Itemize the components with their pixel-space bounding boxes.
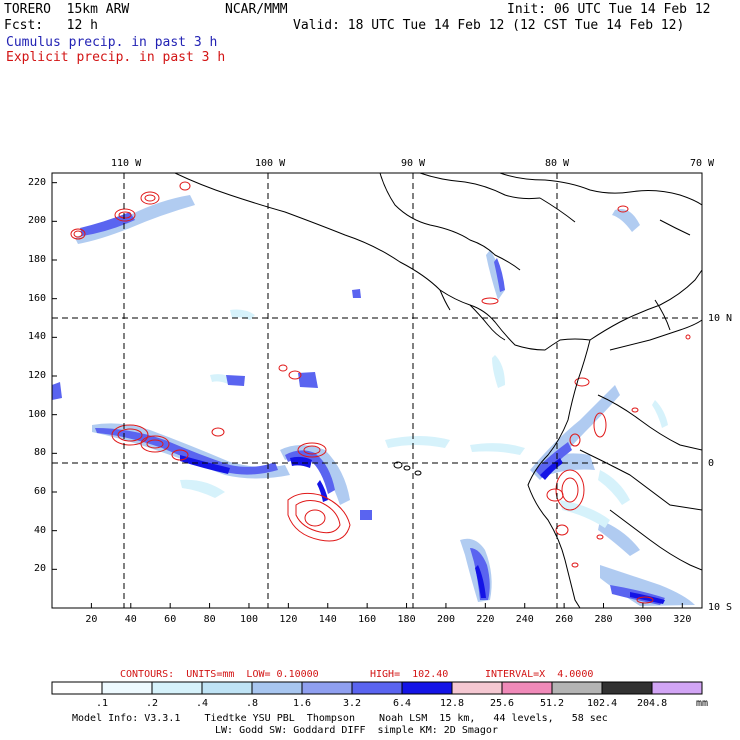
colorbar-level-label: 102.4 xyxy=(587,698,618,709)
y-tick-label: 60 xyxy=(34,486,47,497)
y-tick-label: 180 xyxy=(28,254,47,265)
contour-high: HIGH= 102.40 xyxy=(370,669,449,680)
colorbar-level-label: 12.8 xyxy=(440,698,465,709)
lon-label-90w: 90 W xyxy=(401,158,426,169)
x-tick-label: 220 xyxy=(476,614,495,625)
lon-label-100w: 100 W xyxy=(255,158,286,169)
colorbar-level-label: .1 xyxy=(96,698,109,709)
y-tick-label: 100 xyxy=(28,408,47,420)
x-tick-label: 160 xyxy=(358,614,377,625)
colorbar-swatch xyxy=(201,681,253,695)
x-tick-label: 60 xyxy=(164,614,177,625)
y-tick-label: 40 xyxy=(34,524,47,536)
colorbar-swatch xyxy=(551,681,603,695)
colorbar-level-label: 204.8 xyxy=(637,698,668,709)
contour-units: CONTOURS: UNITS=mm LOW= 0.10000 xyxy=(120,669,319,680)
x-tick-label: 260 xyxy=(555,614,574,625)
x-tick-label: 140 xyxy=(318,614,337,625)
x-tick-label: 240 xyxy=(515,614,534,625)
model-name: TORERO 15km ARW xyxy=(4,2,130,17)
lat-label-0: 0 xyxy=(708,458,715,469)
contour-interval: INTERVAL=X 4.0000 xyxy=(485,669,594,680)
y-tick-marks xyxy=(52,182,57,570)
y-tick-label: 200 xyxy=(28,215,47,227)
x-tick-label: 80 xyxy=(203,614,216,625)
lon-label-110w: 110 W xyxy=(111,158,142,169)
organization: NCAR/MMM xyxy=(225,2,288,17)
y-tick-label: 120 xyxy=(28,370,47,381)
colorbar-swatch xyxy=(351,681,403,695)
x-tick-label: 320 xyxy=(673,614,692,625)
physics-info: LW: Godd SW: Goddard DIFF simple KM: 2D … xyxy=(215,725,498,736)
y-tick-label: 160 xyxy=(28,292,47,304)
x-tick-label: 180 xyxy=(397,614,416,625)
x-tick-label: 200 xyxy=(436,614,455,625)
colorbar xyxy=(51,681,703,695)
colorbar-swatch xyxy=(151,681,203,695)
x-tick-label: 280 xyxy=(594,614,613,625)
lat-lon-grid xyxy=(52,173,702,608)
colorbar-swatch xyxy=(101,681,153,695)
colorbar-swatch xyxy=(401,681,453,695)
colorbar-level-label: 25.6 xyxy=(490,698,515,709)
explicit-precip-contours xyxy=(70,181,691,604)
colorbar-level-label: .2 xyxy=(146,698,159,709)
colorbar-swatch xyxy=(51,681,103,695)
lat-label-10s: 10 S xyxy=(708,602,733,613)
init-time: Init: 06 UTC Tue 14 Feb 12 xyxy=(507,2,711,17)
field-cumulus-precip: Cumulus precip. in past 3 h xyxy=(6,35,218,50)
colorbar-level-label: 3.2 xyxy=(343,698,362,709)
colorbar-level-label: 1.6 xyxy=(293,698,312,709)
colorbar-swatch xyxy=(501,681,553,695)
colorbar-swatch xyxy=(251,681,303,695)
lon-label-70w: 70 W xyxy=(690,158,715,169)
y-tick-label: 80 xyxy=(34,447,47,459)
forecast-hour: Fcst: 12 h xyxy=(4,18,98,33)
y-tick-label: 140 xyxy=(28,331,47,343)
x-tick-label: 40 xyxy=(124,614,137,625)
colorbar-level-label: .4 xyxy=(196,698,209,709)
colorbar-level-label: .8 xyxy=(246,698,259,709)
colorbar-level-label: 51.2 xyxy=(540,698,565,709)
field-explicit-precip: Explicit precip. in past 3 h xyxy=(6,50,226,65)
x-tick-label: 20 xyxy=(85,614,98,625)
colorbar-level-label: 6.4 xyxy=(393,698,412,709)
precip-shading xyxy=(52,195,695,606)
y-tick-label: 20 xyxy=(34,563,47,575)
x-tick-marks xyxy=(90,603,683,608)
colorbar-swatch xyxy=(301,681,353,695)
x-tick-label: 100 xyxy=(239,614,259,625)
lon-label-80w: 80 W xyxy=(545,158,570,169)
y-tick-label: 220 xyxy=(28,176,47,188)
x-tick-label: 120 xyxy=(279,614,298,625)
x-tick-label: 300 xyxy=(633,614,652,625)
colorbar-swatch xyxy=(451,681,503,695)
model-info: Model Info: V3.3.1 Tiedtke YSU PBL Thomp… xyxy=(72,713,608,724)
colorbar-unit: mm xyxy=(696,698,709,709)
coastlines xyxy=(174,173,702,608)
colorbar-swatch xyxy=(651,681,703,695)
colorbar-swatch xyxy=(601,681,653,695)
lat-label-10n: 10 N xyxy=(708,313,733,324)
map-frame xyxy=(51,172,703,609)
valid-time: Valid: 18 UTC Tue 14 Feb 12 (12 CST Tue … xyxy=(293,18,685,33)
